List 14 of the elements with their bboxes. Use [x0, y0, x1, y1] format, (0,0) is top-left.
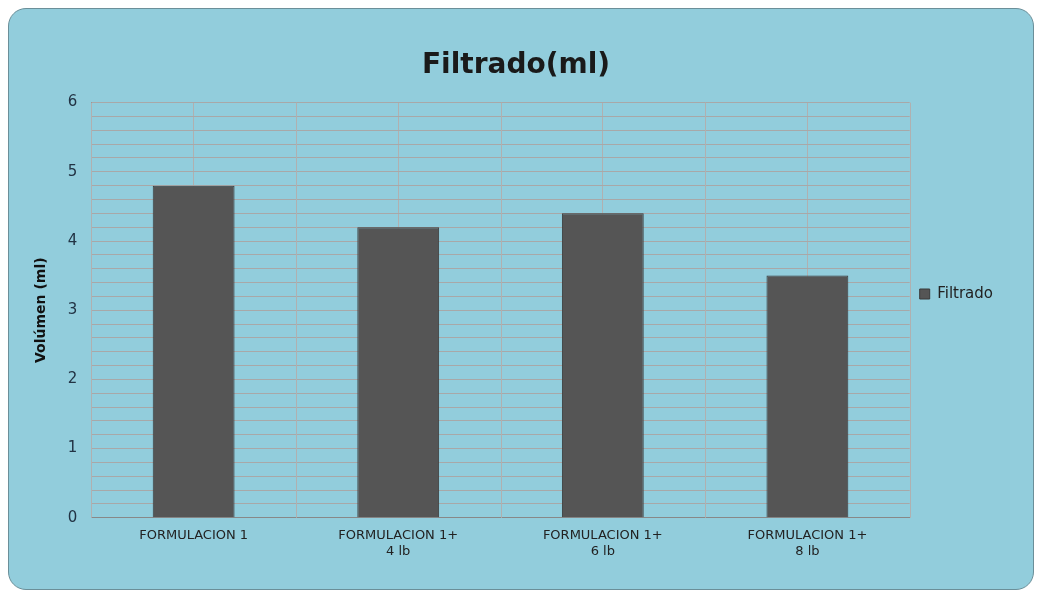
y-tick-label: 5	[67, 161, 78, 180]
y-axis-title: Volúmen (ml)	[32, 257, 49, 363]
legend-label: Filtrado	[937, 283, 993, 302]
y-tick-label: 4	[67, 230, 78, 249]
chart-title: Filtrado(ml)	[421, 47, 611, 81]
x-tick-label: FORMULACION 1+ 6 lb	[542, 526, 663, 558]
x-tick-label: FORMULACION 1+ 8 lb	[747, 526, 868, 558]
y-tick-label: 1	[67, 438, 78, 457]
y-tick-label: 6	[67, 92, 78, 111]
x-tick-label: FORMULACION 1	[139, 526, 249, 542]
y-tick-label: 2	[67, 369, 78, 388]
y-tick-label: 0	[67, 507, 78, 526]
y-tick-label: 3	[67, 300, 78, 319]
x-tick-label: FORMULACION 1+ 4 lb	[338, 526, 459, 558]
